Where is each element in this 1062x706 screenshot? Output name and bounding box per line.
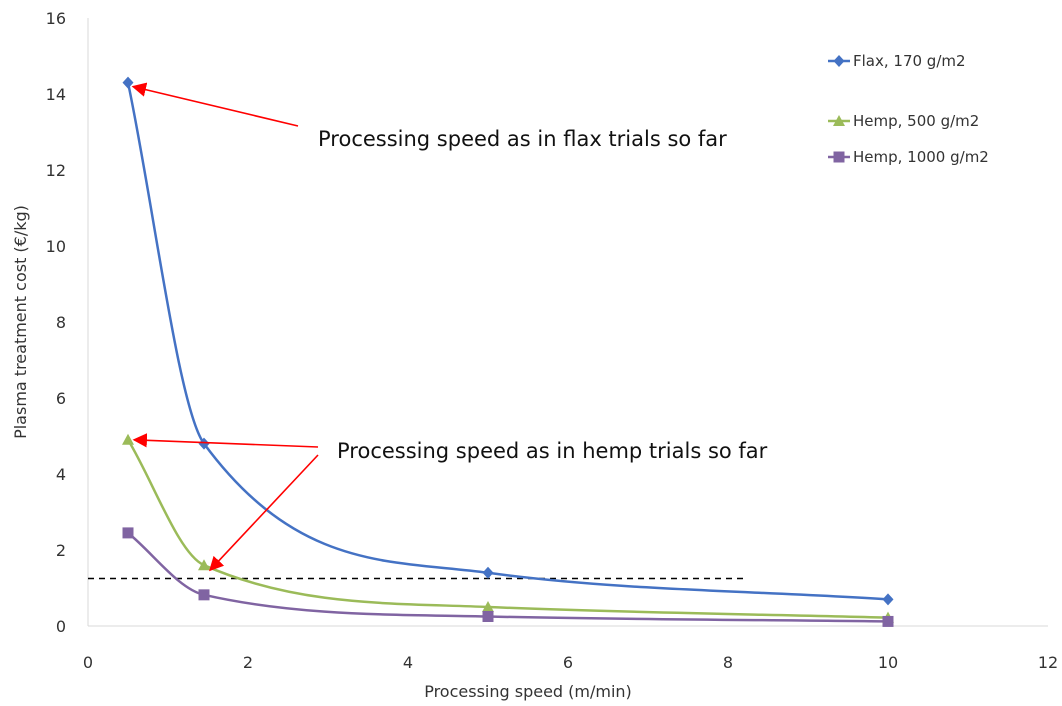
legend-swatch-marker [833,151,845,163]
legend-label: Flax, 170 g/m2 [853,52,966,70]
x-tick-label: 8 [723,653,733,672]
y-tick-label: 2 [56,541,66,560]
y-axis-title: Plasma treatment cost (€/kg) [11,205,30,439]
x-tick-label: 12 [1038,653,1058,672]
x-tick-label: 4 [403,653,413,672]
legend-label: Hemp, 1000 g/m2 [853,148,989,166]
y-tick-labels: 0 2 4 6 8 10 12 14 16 [46,9,66,636]
data-point [198,437,210,450]
data-point [482,611,494,622]
axes [87,18,1048,627]
x-tick-label: 6 [563,653,573,672]
annotation-flax-label: Processing speed as in flax trials so fa… [318,127,727,151]
y-tick-label: 12 [46,161,66,180]
x-tick-label: 0 [83,653,93,672]
y-tick-label: 4 [56,465,66,484]
series-lines [126,82,889,623]
data-point [882,615,894,627]
x-tick-labels: 0 2 4 6 8 10 12 [83,653,1058,672]
series-line-2 [127,531,889,623]
y-tick-label: 14 [46,85,66,104]
data-point [122,527,134,539]
series-line-0 [126,82,889,601]
legend-swatch-marker [833,55,845,67]
legend: Flax, 170 g/m2 Hemp, 500 g/m2 Hemp, 1000 g… [828,52,989,166]
data-point [482,601,494,612]
data-point [198,559,210,571]
legend-label: Hemp, 500 g/m2 [853,112,979,130]
x-axis-title: Processing speed (m/min) [424,682,632,701]
data-point [482,566,494,579]
annotation-arrow [132,433,319,448]
annotation-arrow [209,454,319,572]
series-markers [122,76,894,627]
data-point [882,593,894,606]
y-tick-label: 10 [46,237,66,256]
y-tick-label: 0 [56,617,66,636]
x-tick-label: 2 [243,653,253,672]
annotation-arrow [131,82,299,127]
data-point [122,76,134,89]
x-tick-label: 10 [878,653,898,672]
annotations: Processing speed as in flax trials so fa… [131,82,768,572]
y-tick-label: 6 [56,389,66,408]
annotation-hemp-label: Processing speed as in hemp trials so fa… [337,439,768,463]
y-tick-label: 8 [56,313,66,332]
data-point [122,433,134,445]
legend-swatch-marker [833,115,845,126]
series-line-1 [126,439,889,619]
data-point [198,589,210,601]
y-tick-label: 16 [46,9,66,28]
